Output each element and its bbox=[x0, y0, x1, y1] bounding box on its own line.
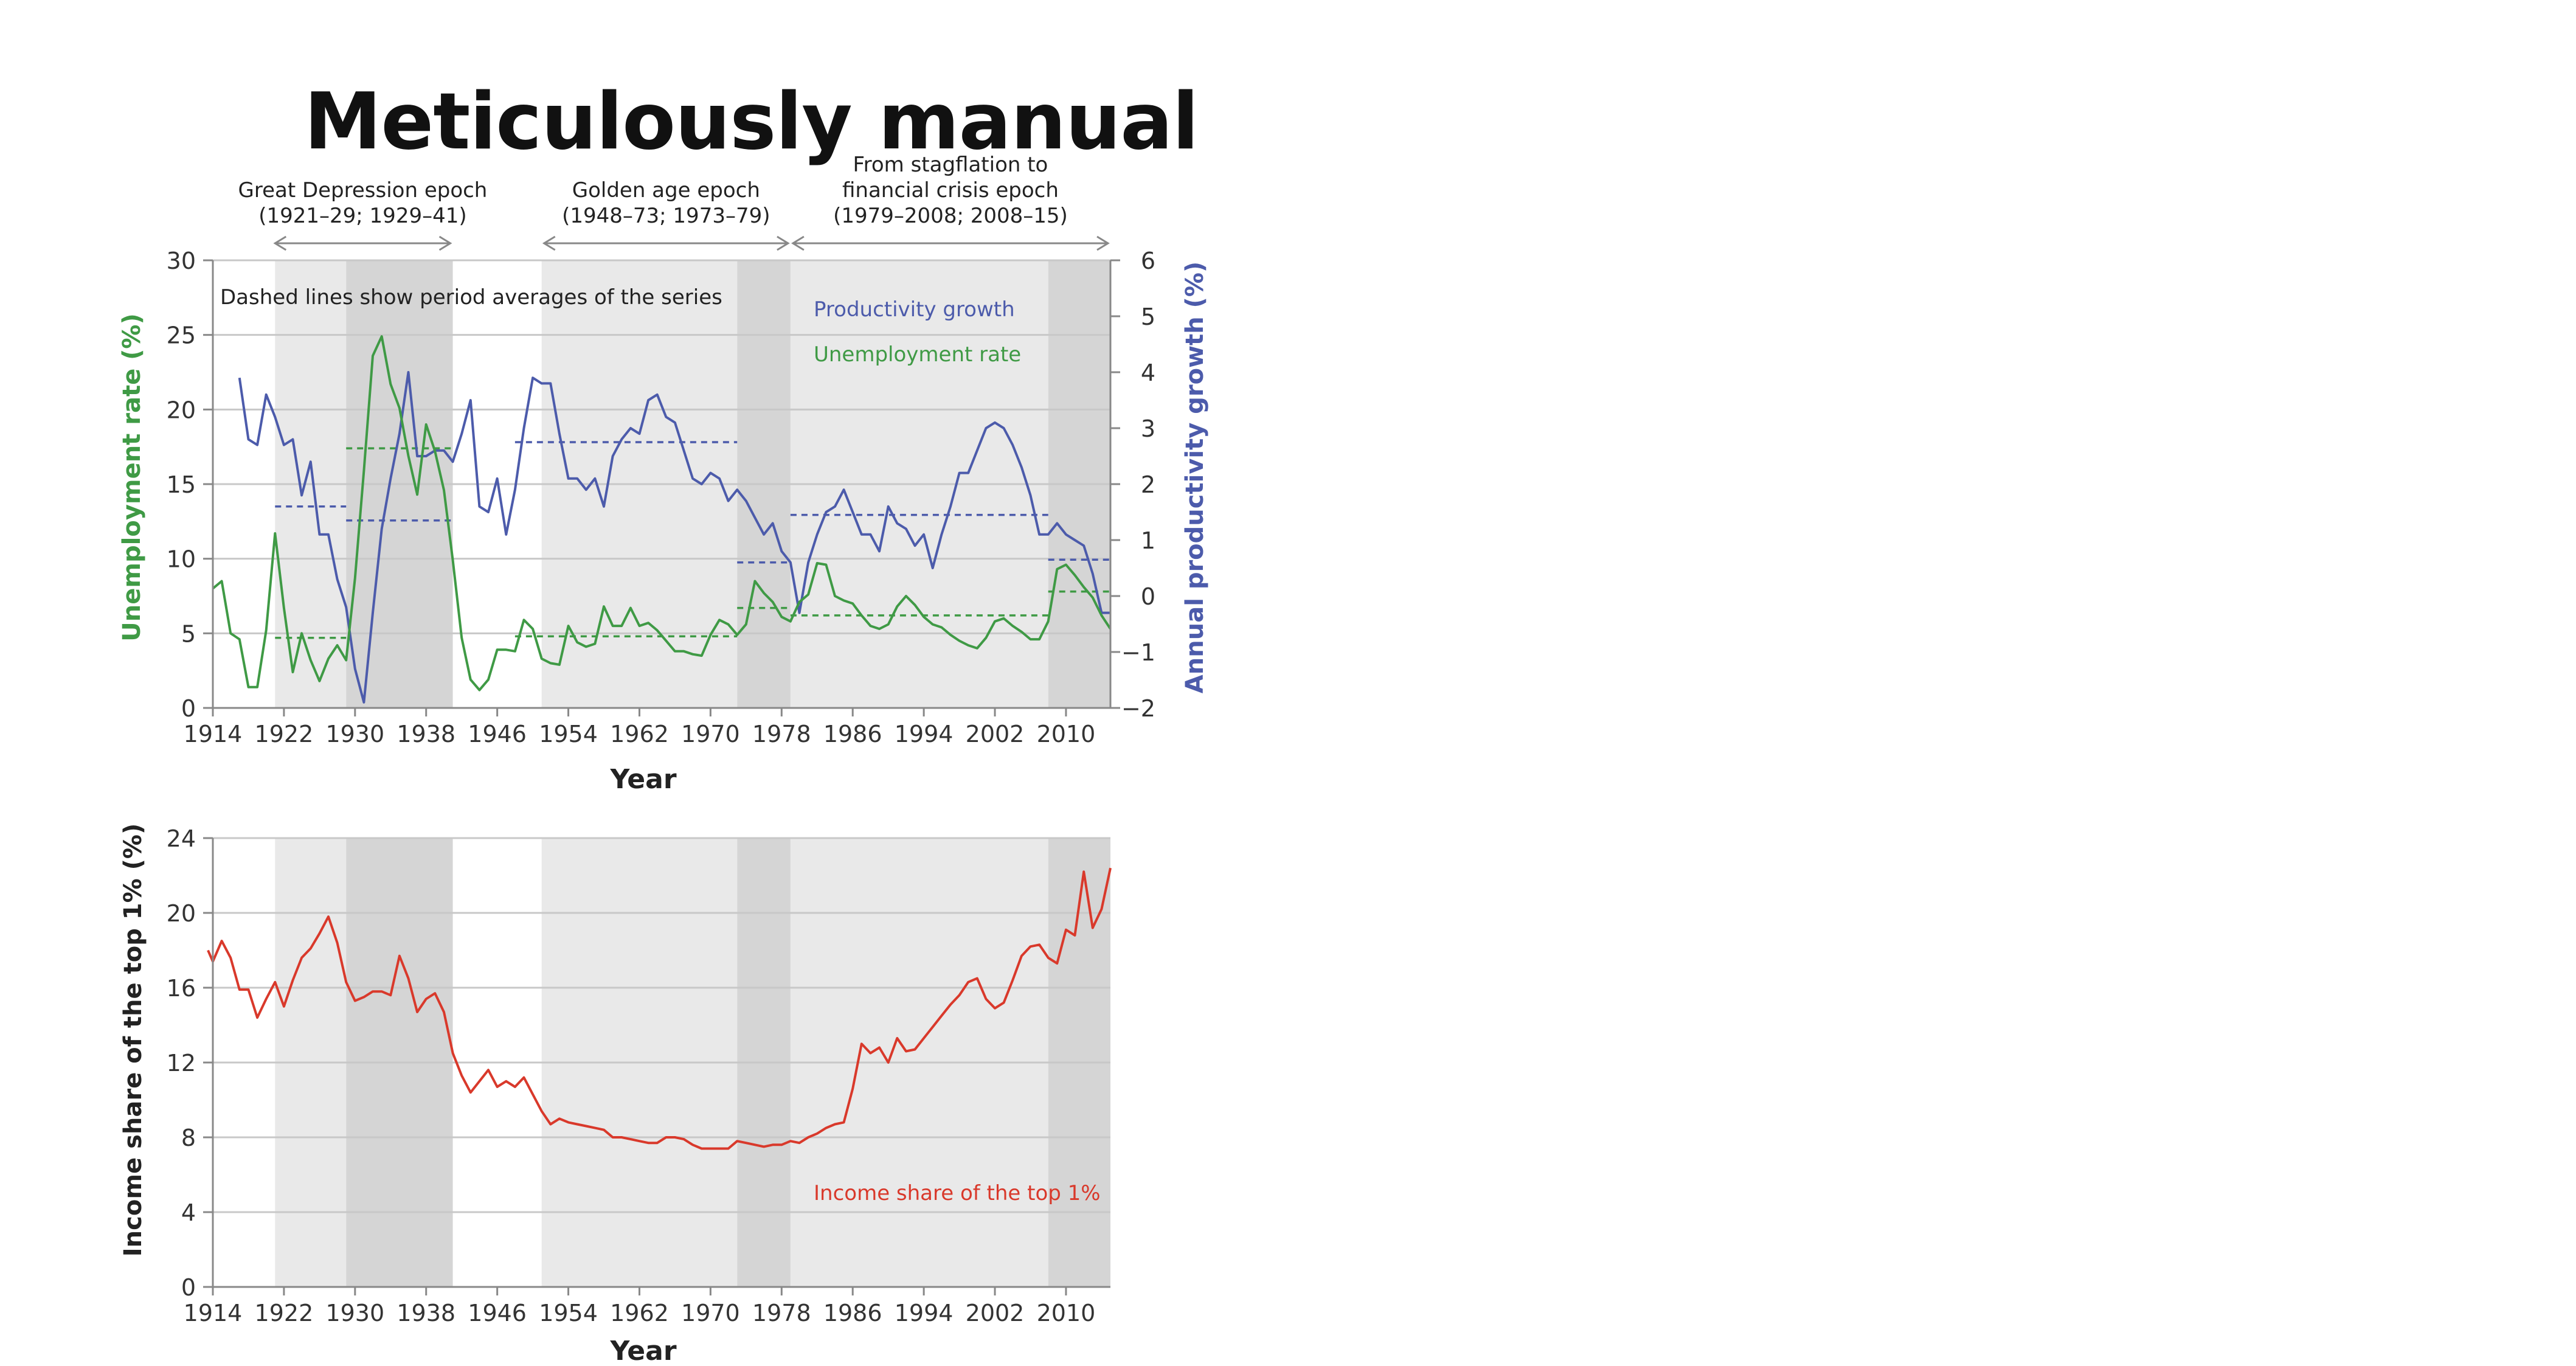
x-tick-label: 1986 bbox=[823, 1300, 882, 1326]
unemployment-line bbox=[212, 335, 1112, 692]
x-tick-label: 1970 bbox=[681, 721, 740, 747]
y-tick-label: 20 bbox=[167, 397, 196, 423]
x-tick-label: 1938 bbox=[396, 721, 455, 747]
epoch-label: Golden age epoch bbox=[572, 178, 760, 203]
x-tick-label: 1994 bbox=[895, 1300, 954, 1326]
y-tick-label: 20 bbox=[167, 900, 196, 927]
x-tick-label: 1930 bbox=[325, 1300, 384, 1326]
x-tick-label: 1938 bbox=[396, 1300, 455, 1326]
y-tick-label: 25 bbox=[167, 322, 196, 349]
x-tick-label: 2010 bbox=[1037, 721, 1096, 747]
series-lines bbox=[207, 867, 1112, 1150]
epoch-arrowhead bbox=[1096, 235, 1110, 251]
x-tick-label: 1994 bbox=[895, 721, 954, 747]
y-tick-label: 0 bbox=[181, 1274, 196, 1301]
epoch-label: Great Depression epoch bbox=[238, 178, 487, 203]
legend-income-share: Income share of the top 1% bbox=[814, 1181, 1101, 1205]
y-tick-label: 24 bbox=[167, 825, 196, 852]
y-tick-label-right: 6 bbox=[1141, 248, 1155, 274]
y-tick-label-right: −2 bbox=[1121, 695, 1155, 722]
x-tick-label: 1962 bbox=[610, 1300, 669, 1326]
x-tick-label: 1978 bbox=[752, 721, 811, 747]
epoch-label: From stagflation to bbox=[853, 153, 1048, 177]
x-tick-label: 1946 bbox=[468, 1300, 527, 1326]
y-tick-label: 5 bbox=[181, 620, 196, 647]
x-tick-label: 1954 bbox=[539, 721, 598, 747]
y-tick-label-right: 1 bbox=[1141, 527, 1155, 554]
chart-note: Dashed lines show period averages of the… bbox=[220, 285, 722, 310]
y-tick-label: 4 bbox=[181, 1199, 196, 1226]
income-share-chart: 0 4 8 12 16 20 24 1914 1922 1930 1938 1946 1954 1962 1… bbox=[119, 823, 1112, 1366]
x-tick-label: 1914 bbox=[184, 1300, 243, 1326]
y-tick-label-right: 5 bbox=[1141, 303, 1155, 330]
epoch-arrowhead bbox=[273, 235, 287, 251]
y-tick-label: 8 bbox=[181, 1125, 196, 1151]
y-axis-label-left: Unemployment rate (%) bbox=[118, 313, 146, 642]
x-tick-label: 1978 bbox=[752, 1300, 811, 1326]
series-lines bbox=[212, 335, 1112, 704]
epoch-arrowhead bbox=[438, 235, 452, 251]
y-tick-label: 16 bbox=[167, 975, 196, 1002]
x-tick-label: 1986 bbox=[823, 721, 882, 747]
legend-productivity: Productivity growth bbox=[814, 297, 1015, 322]
x-axis-label: Year bbox=[609, 764, 676, 795]
y-tick-label-right: 0 bbox=[1141, 583, 1155, 610]
y-tick-label: 12 bbox=[167, 1050, 196, 1077]
epoch-label: (1921–29; 1929–41) bbox=[258, 204, 466, 228]
axes: 0 4 8 12 16 20 24 1914 1922 1930 1938 1946 1954 1962 1… bbox=[167, 825, 1110, 1326]
x-tick-label: 1922 bbox=[255, 1300, 314, 1326]
x-tick-label: 1970 bbox=[681, 1300, 740, 1326]
epoch-label: (1979–2008; 2008–15) bbox=[833, 204, 1068, 228]
income-share-line bbox=[207, 867, 1112, 1150]
y-tick-label-right: 4 bbox=[1141, 359, 1155, 386]
epoch-arrowhead bbox=[542, 235, 556, 251]
x-tick-label: 1914 bbox=[184, 721, 243, 747]
x-tick-label: 2010 bbox=[1037, 1300, 1096, 1326]
gridlines bbox=[213, 837, 1110, 1213]
x-tick-label: 2002 bbox=[966, 721, 1025, 747]
y-axis-label: Income share of the top 1% (%) bbox=[119, 823, 147, 1257]
x-tick-label: 2002 bbox=[966, 1300, 1025, 1326]
y-tick-label-right: 3 bbox=[1141, 415, 1155, 442]
y-tick-label: 15 bbox=[167, 471, 196, 498]
epoch-label: financial crisis epoch bbox=[842, 178, 1059, 203]
y-axis-label-right: Annual productivity growth (%) bbox=[1181, 262, 1209, 693]
x-tick-label: 1930 bbox=[325, 721, 384, 747]
y-tick-label-right: 2 bbox=[1141, 471, 1155, 498]
x-tick-label: 1946 bbox=[468, 721, 527, 747]
y-tick-label: 10 bbox=[167, 546, 196, 573]
page-title: Meticulously manual bbox=[304, 76, 1199, 167]
epoch-annotations: Great Depression epoch(1921–29; 1929–41)… bbox=[238, 153, 1110, 251]
epoch-label: (1948–73; 1973–79) bbox=[562, 204, 770, 228]
productivity-line bbox=[238, 371, 1110, 704]
y-tick-label: 0 bbox=[181, 695, 196, 722]
epoch-arrowhead bbox=[777, 235, 790, 251]
x-tick-label: 1962 bbox=[610, 721, 669, 747]
y-tick-label-right: −1 bbox=[1121, 639, 1155, 666]
x-axis-label: Year bbox=[609, 1336, 676, 1366]
x-tick-label: 1922 bbox=[255, 721, 314, 747]
x-tick-label: 1954 bbox=[539, 1300, 598, 1326]
legend-unemployment: Unemployment rate bbox=[814, 342, 1021, 367]
y-tick-label: 30 bbox=[167, 248, 196, 274]
epoch-arrowhead bbox=[791, 235, 805, 251]
